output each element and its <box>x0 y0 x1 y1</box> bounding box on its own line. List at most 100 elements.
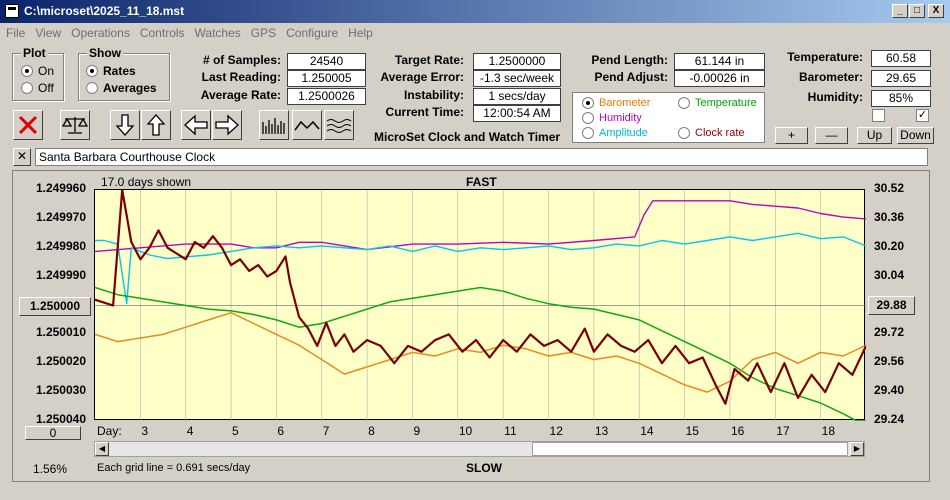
radio-indicator[interactable] <box>21 82 33 94</box>
average-rate-label: Average Rate: <box>200 88 281 102</box>
series-temperature <box>94 286 866 422</box>
percent-label: 1.56% <box>33 462 68 476</box>
wave-lines-icon <box>326 119 352 133</box>
clear-button[interactable] <box>13 110 43 140</box>
target-rate-field[interactable]: 1.2500000 <box>473 53 561 70</box>
aux-clock-rate-radio[interactable]: Clock rate <box>678 127 745 139</box>
radio-indicator[interactable] <box>582 127 594 139</box>
minimize-button[interactable]: _ <box>892 4 908 18</box>
grid-note-label: Each grid line = 0.691 secs/day <box>97 462 251 474</box>
samples-label: # of Samples: <box>202 53 281 67</box>
maximize-button[interactable]: □ <box>909 4 925 18</box>
x-axis-tick: 12 <box>549 424 563 438</box>
instability-label: Instability: <box>403 88 464 102</box>
close-clock-button[interactable]: ✕ <box>13 148 31 166</box>
chart-frame <box>12 170 930 482</box>
scroll-up-button[interactable] <box>141 110 171 140</box>
plot-off-radio[interactable]: Off <box>21 81 54 95</box>
show-rates-radio[interactable]: Rates <box>86 64 136 78</box>
line-view-button[interactable] <box>292 110 322 140</box>
show-averages-radio[interactable]: Averages <box>86 81 157 95</box>
env-checkbox-1[interactable] <box>872 109 885 122</box>
left-axis-tick: 1.250020 <box>35 354 86 369</box>
x-axis-tick: 4 <box>186 424 194 438</box>
menu-watches[interactable]: Watches <box>194 26 241 40</box>
smooth-view-button[interactable] <box>324 110 354 140</box>
menu-configure[interactable]: Configure <box>286 26 339 40</box>
left-center-value[interactable]: 1.250000 <box>19 297 91 316</box>
barometer-label: Barometer: <box>798 70 863 84</box>
menu-bar: File View Operations Controls Watches GPS Conf… <box>0 23 950 42</box>
radio-indicator[interactable] <box>678 97 690 109</box>
show-averages-label: Averages <box>103 81 157 95</box>
env-checkbox-2[interactable]: ✓ <box>916 109 929 122</box>
left-axis-tick: 1.249990 <box>35 267 86 282</box>
series-amplitude <box>95 232 867 305</box>
scroll-left-button[interactable] <box>181 110 211 140</box>
clock-name-field[interactable]: Santa Barbara Courthouse Clock <box>35 148 928 166</box>
aux-temperature-radio[interactable]: Temperature <box>678 97 757 109</box>
x-axis-tick: 7 <box>322 424 330 438</box>
offset-field[interactable]: 0 <box>25 426 81 440</box>
menu-controls[interactable]: Controls <box>139 26 185 40</box>
plot-on-radio[interactable]: On <box>21 64 54 78</box>
menu-gps[interactable]: GPS <box>250 26 277 40</box>
right-axis-tick: 29.24 <box>874 412 905 426</box>
x-axis-tick: 13 <box>594 424 609 438</box>
pend-length-label: Pend Length: <box>591 53 668 67</box>
arrow-down-icon <box>115 114 135 136</box>
zoom-in-button[interactable]: + <box>775 127 808 144</box>
radio-indicator[interactable] <box>86 65 98 77</box>
x-axis-tick: 18 <box>821 424 835 438</box>
radio-indicator[interactable] <box>21 65 33 77</box>
right-axis-tick: 29.72 <box>874 325 905 340</box>
samples-field: 24540 <box>287 53 366 70</box>
right-center-value[interactable]: 29.88 <box>868 296 915 315</box>
radio-indicator[interactable] <box>582 112 594 124</box>
x-axis-tick: 3 <box>141 424 149 438</box>
aux-amplitude-radio[interactable]: Amplitude <box>582 127 648 139</box>
pend-adjust-label: Pend Adjust: <box>594 70 668 84</box>
average-error-field: -1.3 sec/week <box>473 70 561 87</box>
menu-operations[interactable]: Operations <box>71 26 130 40</box>
x-axis-tick: 8 <box>368 424 375 438</box>
scroll-right-button[interactable] <box>212 110 242 140</box>
scroll-left-arrow[interactable]: ◀ <box>95 442 109 456</box>
bars-view-button[interactable] <box>259 110 289 140</box>
horizontal-scrollbar[interactable]: ◀ ▶ <box>94 441 865 457</box>
menu-view[interactable]: View <box>35 26 62 40</box>
right-axis-tick: 30.20 <box>874 238 905 253</box>
aux-clock-rate-label: Clock rate <box>695 127 745 139</box>
x-axis-tick: 17 <box>776 424 790 438</box>
menu-help[interactable]: Help <box>348 26 373 40</box>
scroll-right-arrow[interactable]: ▶ <box>850 442 864 456</box>
radio-indicator[interactable] <box>678 127 690 139</box>
aux-humidity-radio[interactable]: Humidity <box>582 112 642 124</box>
left-axis-tick: 1.249970 <box>35 209 86 224</box>
scroll-thumb[interactable] <box>532 442 848 456</box>
down-button[interactable]: Down <box>897 127 934 144</box>
aux-barometer-radio[interactable]: Barometer <box>582 97 650 109</box>
pend-length-field[interactable]: 61.144 in <box>674 53 765 70</box>
x-axis-tick: 5 <box>232 424 239 438</box>
x-axis-tick: 6 <box>277 424 285 438</box>
slow-label: SLOW <box>466 461 502 475</box>
right-axis-tick: 30.52 <box>874 181 905 195</box>
instability-field: 1 secs/day <box>473 88 561 105</box>
last-reading-label: Last Reading: <box>201 70 281 84</box>
scroll-down-button[interactable] <box>110 110 140 140</box>
arrow-right-icon <box>215 114 239 136</box>
left-axis-tick: 1.249960 <box>35 181 86 195</box>
menu-file[interactable]: File <box>6 26 26 40</box>
temperature-field: 60.58 <box>871 50 931 67</box>
last-reading-field: 1.250005 <box>287 70 366 87</box>
zoom-out-button[interactable]: — <box>815 127 848 144</box>
up-button[interactable]: Up <box>857 127 892 144</box>
line-graph-icon <box>294 120 320 131</box>
app-title: MicroSet Clock and Watch Timer <box>374 130 561 144</box>
radio-indicator[interactable] <box>582 97 594 109</box>
right-axis-tick: 29.56 <box>874 354 905 369</box>
close-window-button[interactable]: X <box>928 4 944 18</box>
radio-indicator[interactable] <box>86 82 98 94</box>
balance-button[interactable] <box>60 110 90 140</box>
